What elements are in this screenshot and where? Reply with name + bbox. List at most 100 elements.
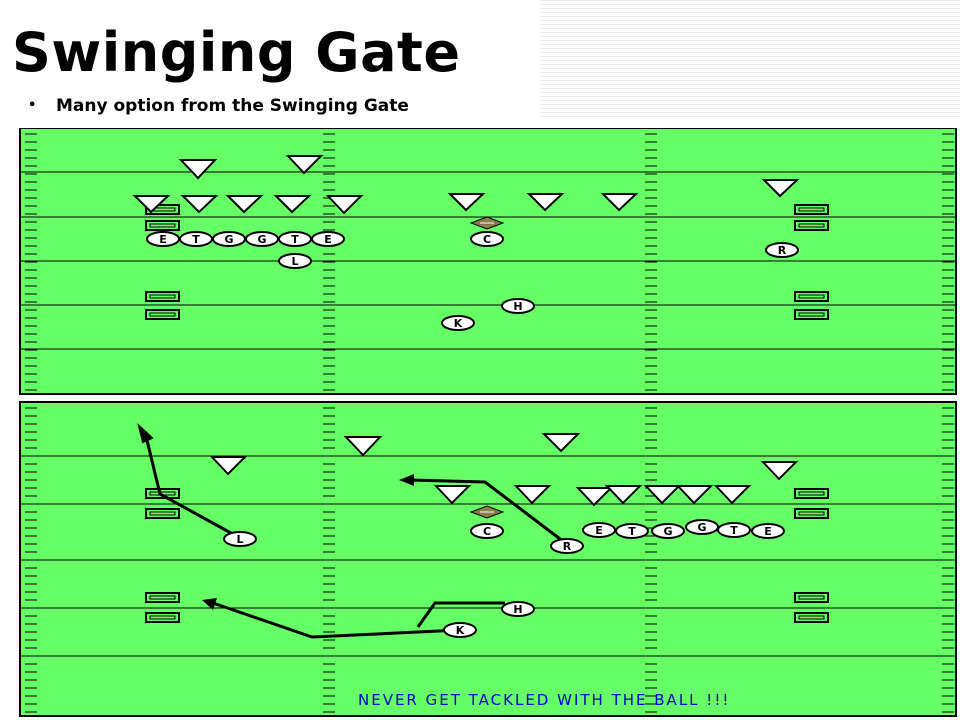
player-t: T [179, 231, 213, 247]
route-r [409, 478, 569, 547]
defender-marker [447, 193, 486, 212]
player-t: T [615, 523, 649, 539]
player-g: G [245, 231, 279, 247]
player-label: G [697, 521, 706, 534]
player-h: H [501, 298, 535, 314]
ball-marker [469, 216, 505, 230]
player-label: L [236, 533, 243, 546]
player-l: L [223, 531, 257, 547]
bullet-dot-icon: • [28, 98, 37, 113]
player-label: T [291, 233, 299, 246]
sideline-marker [794, 488, 829, 499]
defender-marker [713, 485, 752, 505]
defender-marker [675, 485, 714, 505]
sideline-marker [145, 612, 180, 623]
player-label: T [628, 525, 636, 538]
player-e: E [751, 523, 785, 539]
slogan-text: NEVER GET TACKLED WITH THE BALL !!! [358, 691, 731, 709]
offense-players: E T G G T E L C R H K [146, 231, 799, 331]
defender-group [209, 433, 799, 507]
player-t: T [717, 522, 751, 538]
sideline-marker [794, 291, 829, 302]
defender-marker [526, 193, 565, 212]
player-e: E [146, 231, 180, 247]
player-label: R [778, 244, 787, 257]
sideline-marker [794, 309, 829, 320]
sideline-marker [794, 220, 829, 231]
sideline-marker-inner [149, 223, 176, 228]
defender-marker [433, 485, 472, 505]
ball-marker [469, 505, 505, 519]
defender-marker [643, 485, 682, 505]
bullet-text: Many option from the Swinging Gate [56, 96, 409, 116]
sideline-marker [145, 592, 180, 603]
player-e: E [582, 522, 616, 538]
player-label: G [663, 525, 672, 538]
defender-marker [513, 485, 552, 505]
sideline-marker-inner [798, 491, 825, 496]
player-g: G [685, 519, 719, 535]
defender-marker [761, 179, 800, 198]
player-label: E [764, 525, 772, 538]
player-label: H [513, 603, 522, 616]
defender-marker [209, 456, 248, 476]
player-label: T [730, 524, 738, 537]
player-label: E [595, 524, 603, 537]
player-label: R [563, 540, 572, 553]
defender-marker [604, 485, 643, 505]
arrowhead-icon [202, 598, 217, 610]
player-label: T [192, 233, 200, 246]
arrowhead-icon [137, 422, 154, 444]
sideline-marker-inner [149, 595, 176, 600]
sideline-marker [145, 488, 180, 499]
defender-marker [132, 195, 171, 214]
player-label: C [483, 233, 491, 246]
bullet-item: • Many option from the Swinging Gate [28, 96, 409, 116]
player-c: C [470, 523, 504, 539]
bottom-play-diagram: L C R E T G G T E H K [19, 401, 957, 717]
sideline-marker-inner [798, 312, 825, 317]
player-e: E [311, 231, 345, 247]
player-label: K [456, 624, 465, 637]
player-k: K [443, 622, 477, 638]
sideline-marker [794, 612, 829, 623]
sideline-marker-inner [798, 511, 825, 516]
player-label: E [159, 233, 167, 246]
player-label: E [324, 233, 332, 246]
defender-marker [325, 195, 364, 215]
sideline-marker [145, 220, 180, 231]
defender-marker [541, 433, 581, 453]
defender-marker [273, 195, 312, 214]
defender-marker [178, 159, 218, 180]
sideline-marker-inner [798, 615, 825, 620]
sideline-marker [794, 508, 829, 519]
player-r: R [765, 242, 799, 258]
route-h [416, 601, 505, 628]
player-h: H [501, 601, 535, 617]
sideline-marker-inner [149, 615, 176, 620]
player-g: G [212, 231, 246, 247]
offense-players: L C R E T G G T E H K [223, 519, 785, 638]
sideline-marker [794, 204, 829, 215]
header-decoration-lines [540, 0, 960, 120]
player-label: H [513, 300, 522, 313]
sideline-marker-inner [149, 511, 176, 516]
sideline-marker [794, 592, 829, 603]
player-g: G [651, 523, 685, 539]
arrowhead-icon [399, 474, 414, 486]
player-l: L [278, 253, 312, 269]
player-label: K [454, 317, 463, 330]
player-label: L [291, 255, 298, 268]
player-label: C [483, 525, 491, 538]
player-k: K [441, 315, 475, 331]
sideline-marker-inner [149, 294, 176, 299]
route-lines [137, 422, 569, 639]
defender-marker [285, 155, 324, 175]
field-background [19, 401, 957, 717]
player-r: R [550, 538, 584, 554]
defender-marker [343, 436, 383, 457]
defender-marker [600, 193, 639, 212]
route-l [143, 431, 241, 540]
defender-marker [760, 461, 799, 481]
sideline-marker [145, 204, 180, 215]
